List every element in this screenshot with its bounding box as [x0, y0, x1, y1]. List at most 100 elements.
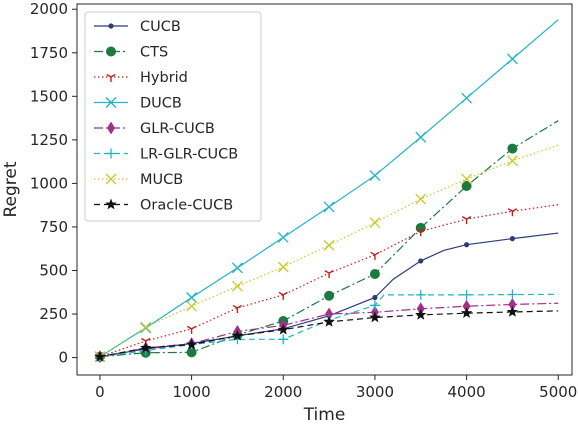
- data-point-hybrid: [507, 208, 518, 217]
- series-oracle-cucb: [94, 305, 559, 362]
- data-point-mucb: [277, 261, 289, 273]
- data-point-oracle-cucb: [415, 308, 427, 320]
- y-tick-label: 1750: [30, 44, 68, 62]
- data-point-mucb: [186, 300, 198, 312]
- data-point-ducb: [415, 131, 427, 143]
- y-tick-label: 750: [39, 218, 68, 236]
- data-point-cts: [461, 181, 472, 192]
- data-point-mucb: [231, 280, 243, 292]
- data-point-mucb: [506, 155, 518, 167]
- legend-marker-glr-cucb: [107, 121, 115, 135]
- x-tick-label: 2000: [264, 383, 302, 401]
- x-tick-label: 5000: [539, 383, 577, 401]
- legend-marker-oracle-cucb: [105, 198, 117, 210]
- data-point-glr-cucb: [325, 307, 334, 321]
- axes-frame: [76, 3, 573, 376]
- y-tick-label: 1500: [30, 87, 68, 105]
- data-point-oracle-cucb: [506, 305, 519, 317]
- y-axis-ticks: 0 250 500 750 1000 1250 1500 1750 2000: [30, 0, 77, 367]
- data-point-mucb: [415, 193, 427, 205]
- x-tick-label: 4000: [447, 383, 485, 401]
- legend: CUCB CTS Hybrid DUCB GLR-CUCB LR-GLR-CUCB MUCB…: [84, 11, 262, 222]
- data-point-oracle-cucb: [185, 338, 198, 350]
- data-point-oracle-cucb: [369, 311, 381, 323]
- legend-label-cucb: CUCB: [140, 19, 181, 35]
- legend-label-lr-glr-cucb: LR-GLR-CUCB: [140, 147, 238, 163]
- data-point-oracle-cucb: [94, 350, 106, 362]
- data-point-ducb: [323, 201, 335, 213]
- x-tick-label: 3000: [356, 383, 394, 401]
- data-point-ducb: [369, 170, 381, 182]
- data-point-hybrid: [186, 325, 197, 334]
- data-point-mucb: [369, 217, 381, 229]
- series-line-mucb: [99, 144, 559, 358]
- data-point-mucb: [323, 239, 335, 251]
- data-point-hybrid: [370, 251, 380, 260]
- legend-marker-ducb: [105, 97, 117, 108]
- data-point-hybrid: [232, 304, 243, 313]
- legend-marker-lr-glr-cucb: [106, 148, 116, 159]
- data-point-glr-cucb: [416, 302, 425, 316]
- legend-marker-cucb: [108, 23, 114, 29]
- x-axis-ticks: 0 1000 2000 3000 4000 5000: [95, 375, 577, 401]
- legend-marker-mucb: [105, 173, 117, 185]
- y-tick-label: 250: [39, 305, 68, 323]
- legend-label-hybrid: Hybrid: [140, 70, 188, 86]
- data-point-cts: [324, 290, 335, 301]
- x-axis-label: Time: [303, 405, 346, 425]
- data-point-cts: [369, 268, 380, 279]
- data-point-hybrid: [324, 270, 334, 279]
- data-point-hybrid: [461, 216, 472, 225]
- data-point-lr-glr-cucb: [507, 289, 518, 300]
- series-line-hybrid: [99, 204, 559, 358]
- y-tick-label: 500: [39, 261, 68, 279]
- plot-area: [94, 19, 559, 364]
- legend-marker-cts: [106, 46, 116, 57]
- data-point-mucb: [461, 173, 473, 185]
- data-point-hybrid: [416, 228, 426, 237]
- legend-marker-hybrid: [106, 73, 116, 82]
- x-tick-label: 0: [95, 383, 105, 401]
- data-point-oracle-cucb: [277, 323, 289, 335]
- data-point-lr-glr-cucb: [369, 300, 380, 311]
- data-point-ducb: [506, 53, 518, 65]
- data-point-cucb: [418, 258, 424, 264]
- data-point-lr-glr-cucb: [278, 334, 289, 345]
- data-point-lr-glr-cucb: [461, 289, 472, 300]
- x-tick-label: 1000: [172, 383, 210, 401]
- legend-box: [84, 11, 262, 222]
- data-point-cucb: [372, 294, 378, 301]
- data-point-lr-glr-cucb: [415, 289, 426, 300]
- data-point-cts: [186, 347, 197, 358]
- data-point-oracle-cucb: [323, 315, 335, 327]
- y-tick-label: 1250: [30, 131, 68, 149]
- legend-label-glr-cucb: GLR-CUCB: [140, 121, 215, 137]
- data-point-ducb: [277, 231, 289, 243]
- y-tick-label: 1000: [30, 174, 68, 192]
- data-point-ducb: [461, 92, 473, 104]
- data-point-oracle-cucb: [231, 329, 244, 341]
- series-mucb: [94, 144, 559, 363]
- data-point-ducb: [231, 262, 243, 274]
- y-axis-label: Regret: [1, 161, 21, 217]
- legend-label-oracle-cucb: Oracle-CUCB: [140, 198, 233, 214]
- data-point-cucb: [509, 236, 516, 242]
- data-point-hybrid: [278, 291, 288, 300]
- legend-label-ducb: DUCB: [140, 96, 182, 112]
- series-glr-cucb: [95, 297, 559, 364]
- data-point-mucb: [140, 321, 152, 333]
- data-point-oracle-cucb: [140, 342, 152, 353]
- data-point-ducb: [186, 292, 198, 303]
- y-tick-label: 2000: [30, 0, 68, 18]
- data-point-glr-cucb: [508, 297, 517, 311]
- data-point-glr-cucb: [462, 299, 471, 313]
- data-point-oracle-cucb: [460, 307, 473, 319]
- legend-label-mucb: MUCB: [140, 172, 183, 188]
- y-tick-label: 0: [58, 349, 68, 367]
- data-point-cts: [507, 143, 518, 154]
- series-line-lr-glr-cucb: [99, 293, 559, 358]
- legend-label-cts: CTS: [140, 45, 168, 61]
- data-point-cucb: [463, 242, 470, 248]
- series-hybrid: [95, 204, 559, 362]
